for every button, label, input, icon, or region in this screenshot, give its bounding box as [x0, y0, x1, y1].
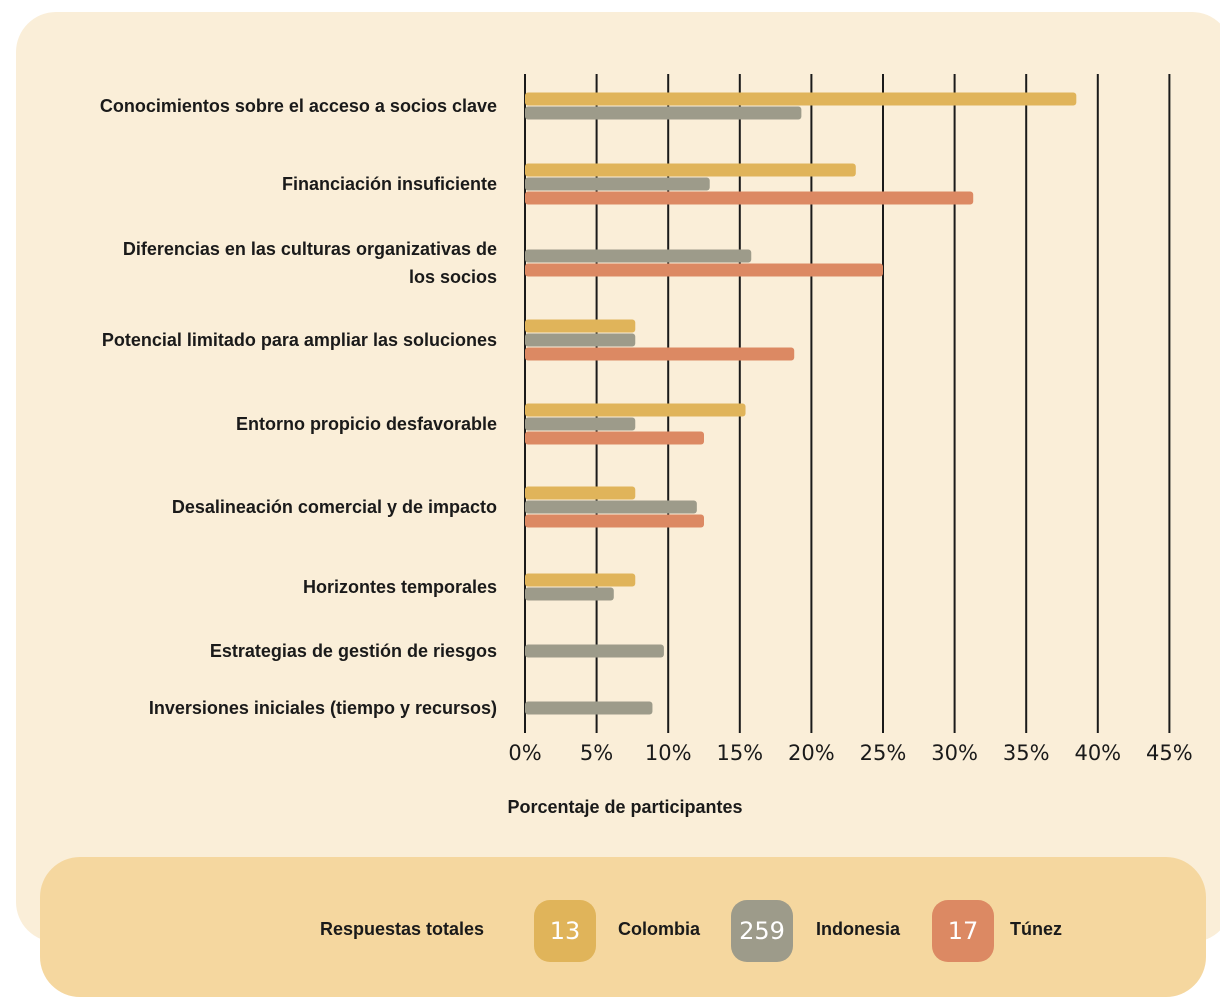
- legend-panel: Respuestas totales 13 Colombia 259 Indon…: [40, 857, 1206, 997]
- legend-label-indonesia: Indonesia: [816, 919, 901, 939]
- bar-indonesia: [525, 417, 636, 431]
- bar-indonesia: [525, 106, 802, 120]
- x-tick-label: 30%: [931, 741, 978, 765]
- bar-colombia: [525, 573, 636, 587]
- category-label: Estrategias de gestión de riesgos: [210, 641, 497, 661]
- x-axis-title: Porcentaje de participantes: [507, 797, 743, 817]
- category-label: Diferencias en las culturas organizativa…: [123, 239, 497, 259]
- category-label: los socios: [409, 267, 497, 287]
- category-label: Conocimientos sobre el acceso a socios c…: [100, 96, 497, 116]
- bar-tunez: [525, 347, 795, 361]
- x-tick-label: 45%: [1146, 741, 1193, 765]
- x-tick-label: 0%: [508, 741, 541, 765]
- x-tick-label: 40%: [1074, 741, 1121, 765]
- category-label: Inversiones iniciales (tiempo y recursos…: [149, 698, 497, 718]
- x-tick-label: 10%: [645, 741, 692, 765]
- bar-indonesia: [525, 587, 614, 601]
- legend-count-colombia: 13: [534, 900, 596, 962]
- x-tick-label: 25%: [860, 741, 907, 765]
- category-label: Financiación insuficiente: [282, 174, 497, 194]
- bar-colombia: [525, 403, 746, 417]
- bar-colombia: [525, 319, 636, 333]
- bar-colombia: [525, 163, 856, 177]
- legend-title: Respuestas totales: [320, 919, 485, 939]
- bar-tunez: [525, 263, 883, 277]
- bar-tunez: [525, 191, 974, 205]
- category-label: Entorno propicio desfavorable: [236, 414, 497, 434]
- category-label: Potencial limitado para ampliar las solu…: [102, 330, 497, 350]
- category-label: Horizontes temporales: [303, 577, 497, 597]
- legend-label-colombia: Colombia: [618, 919, 701, 939]
- bar-colombia: [525, 486, 636, 500]
- bar-indonesia: [525, 644, 664, 658]
- bar-indonesia: [525, 500, 697, 514]
- bar-indonesia: [525, 177, 710, 191]
- bar-tunez: [525, 514, 704, 528]
- legend-count-indonesia: 259: [731, 900, 793, 962]
- bar-indonesia: [525, 333, 636, 347]
- bar-indonesia: [525, 701, 653, 715]
- bar-colombia: [525, 92, 1077, 106]
- legend-label-tunez: Túnez: [1010, 919, 1062, 939]
- bar-tunez: [525, 431, 704, 445]
- bar-indonesia: [525, 249, 752, 263]
- x-tick-label: 15%: [716, 741, 763, 765]
- x-tick-label: 20%: [788, 741, 835, 765]
- x-tick-label: 5%: [580, 741, 613, 765]
- legend-count-tunez: 17: [932, 900, 994, 962]
- category-label: Desalineación comercial y de impacto: [172, 497, 497, 517]
- x-tick-label: 35%: [1003, 741, 1050, 765]
